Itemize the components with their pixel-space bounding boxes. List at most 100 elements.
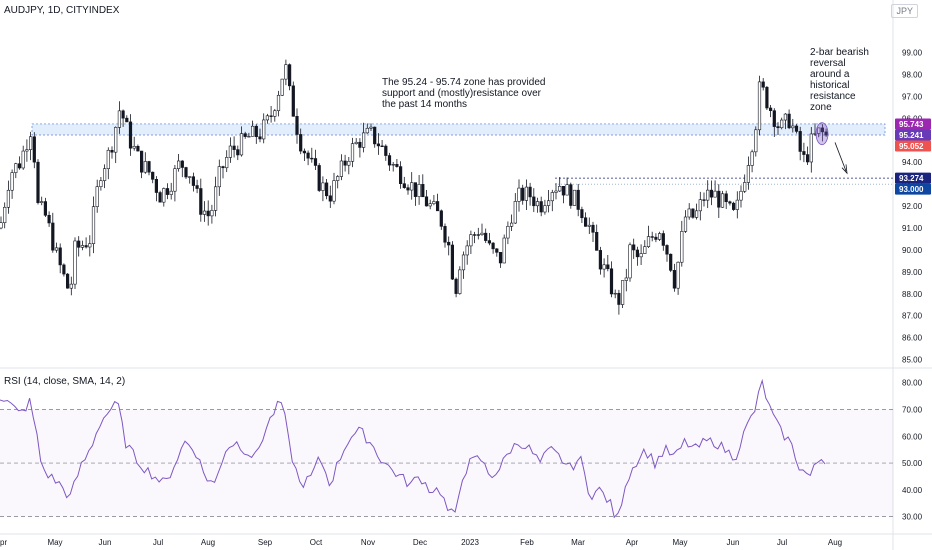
candle	[417, 175, 421, 205]
candle-body	[691, 208, 695, 218]
candle-body	[99, 180, 103, 188]
candle-body	[735, 199, 739, 210]
candle-body	[595, 231, 599, 251]
rsi-tick-label: 70.00	[902, 405, 923, 414]
candle	[509, 214, 514, 232]
candle-body	[424, 196, 429, 207]
candle	[487, 232, 492, 246]
time-tick-label: Jun	[727, 538, 740, 547]
candle-body	[258, 136, 262, 140]
candle-body	[450, 244, 455, 280]
candle	[643, 240, 647, 255]
candle-body	[454, 278, 458, 294]
zone-annotation: The 95.24 - 95.74 zone has provided supp…	[382, 77, 546, 110]
candle-body	[439, 210, 443, 227]
candle-body	[251, 125, 255, 137]
candle-body	[214, 186, 218, 211]
candle	[791, 118, 795, 133]
candle-body	[654, 236, 658, 240]
candle	[184, 166, 188, 180]
candle-body	[361, 132, 366, 148]
candle-body	[177, 160, 181, 169]
candle	[524, 179, 528, 210]
candle-body	[728, 201, 732, 204]
candle-body	[521, 187, 525, 201]
candle-body	[136, 146, 140, 152]
candle	[546, 190, 551, 213]
candle	[539, 196, 543, 217]
candle	[125, 115, 129, 123]
candle-body	[3, 206, 7, 224]
candle-body	[598, 250, 602, 270]
candle	[273, 108, 277, 122]
candle-body	[365, 127, 369, 134]
candle-body	[284, 64, 288, 80]
candle	[609, 261, 614, 298]
rsi-line	[0, 378, 826, 519]
candle-body	[398, 166, 403, 184]
candle	[428, 199, 432, 210]
candle	[750, 149, 754, 173]
time-tick-label: May	[47, 538, 62, 547]
candle	[114, 126, 118, 164]
candle-body	[140, 150, 144, 173]
candle-body	[754, 129, 758, 153]
candle	[702, 192, 706, 207]
candle-body	[750, 151, 754, 166]
candle	[328, 185, 332, 208]
candle	[339, 154, 344, 181]
candle-body	[447, 241, 451, 246]
candle-body	[606, 264, 610, 270]
candle	[110, 146, 114, 159]
candle	[299, 128, 303, 155]
candle-body	[683, 216, 688, 232]
time-tick-label: Sep	[258, 538, 273, 547]
candle-body	[17, 163, 22, 169]
candle	[672, 263, 676, 292]
candle	[21, 145, 25, 170]
candle	[528, 182, 532, 206]
candle	[817, 127, 821, 138]
candle	[387, 152, 392, 171]
candle	[128, 114, 133, 156]
candle	[746, 156, 750, 190]
price-label-bg	[895, 140, 931, 152]
candle-body	[476, 234, 480, 236]
candle	[3, 202, 7, 229]
price-tick-label: 97.00	[902, 92, 923, 101]
candle	[361, 122, 366, 153]
candle-body	[402, 183, 406, 188]
candle-body	[165, 188, 170, 195]
candle	[802, 142, 806, 163]
candle-body	[794, 125, 799, 132]
candle-body	[313, 158, 318, 166]
candle-body	[302, 150, 307, 154]
candle-body	[236, 149, 240, 156]
time-tick-label: Jun	[99, 538, 112, 547]
candle	[43, 197, 47, 217]
candle	[683, 210, 688, 233]
price-label: 93.274	[895, 172, 931, 184]
price-label: 95.052	[895, 140, 931, 152]
candle-body	[539, 201, 543, 213]
candle	[151, 171, 155, 184]
candle-body	[724, 193, 728, 203]
candle	[439, 209, 443, 230]
candle	[51, 212, 55, 253]
resistance-zone	[31, 123, 893, 185]
time-tick-label: Nov	[361, 538, 375, 547]
candle-body	[269, 115, 273, 117]
candle-body	[158, 192, 162, 203]
candle-body	[643, 246, 647, 254]
candle	[180, 160, 184, 178]
candle-body	[103, 168, 107, 181]
candle	[406, 184, 410, 195]
currency-badge[interactable]: JPY	[891, 4, 918, 18]
price-label-text: 95.241	[899, 131, 924, 140]
candle-body	[239, 133, 244, 156]
candle	[350, 137, 355, 168]
time-tick-label: Mar	[571, 538, 585, 547]
candle	[251, 120, 255, 137]
candle	[395, 158, 399, 168]
candle-body	[162, 188, 166, 203]
